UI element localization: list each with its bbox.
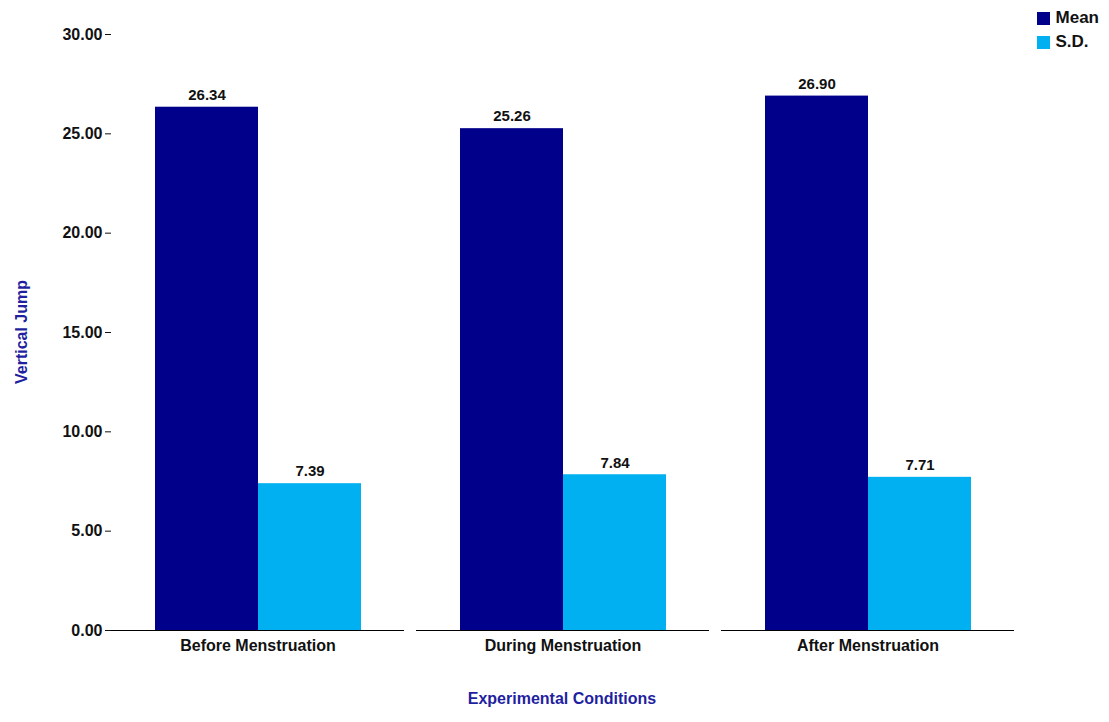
svg-text:Before Menstruation: Before Menstruation (180, 637, 336, 654)
svg-text:0.00: 0.00 (71, 622, 102, 639)
svg-text:26.34: 26.34 (188, 86, 226, 103)
svg-text:7.84: 7.84 (600, 454, 630, 471)
svg-text:20.00: 20.00 (62, 224, 102, 241)
svg-text:During Menstruation: During Menstruation (485, 637, 641, 654)
svg-text:After Menstruation: After Menstruation (797, 637, 939, 654)
svg-text:7.71: 7.71 (905, 456, 934, 473)
svg-text:15.00: 15.00 (62, 324, 102, 341)
html-text:Vertical Jump: Vertical Jump (13, 280, 30, 384)
svg-text:26.90: 26.90 (798, 75, 836, 92)
svg-text:10.00: 10.00 (62, 423, 102, 440)
svg-text:25.00: 25.00 (62, 125, 102, 142)
svg-text:25.26: 25.26 (493, 107, 531, 124)
svg-text:5.00: 5.00 (71, 522, 102, 539)
svg-text:7.39: 7.39 (295, 462, 324, 479)
html-text:S.D.: S.D. (1055, 32, 1089, 51)
html-text:Mean: Mean (1055, 8, 1099, 27)
svg-text:30.00: 30.00 (62, 26, 102, 43)
html-text:Experimental Conditions: Experimental Conditions (467, 690, 657, 707)
